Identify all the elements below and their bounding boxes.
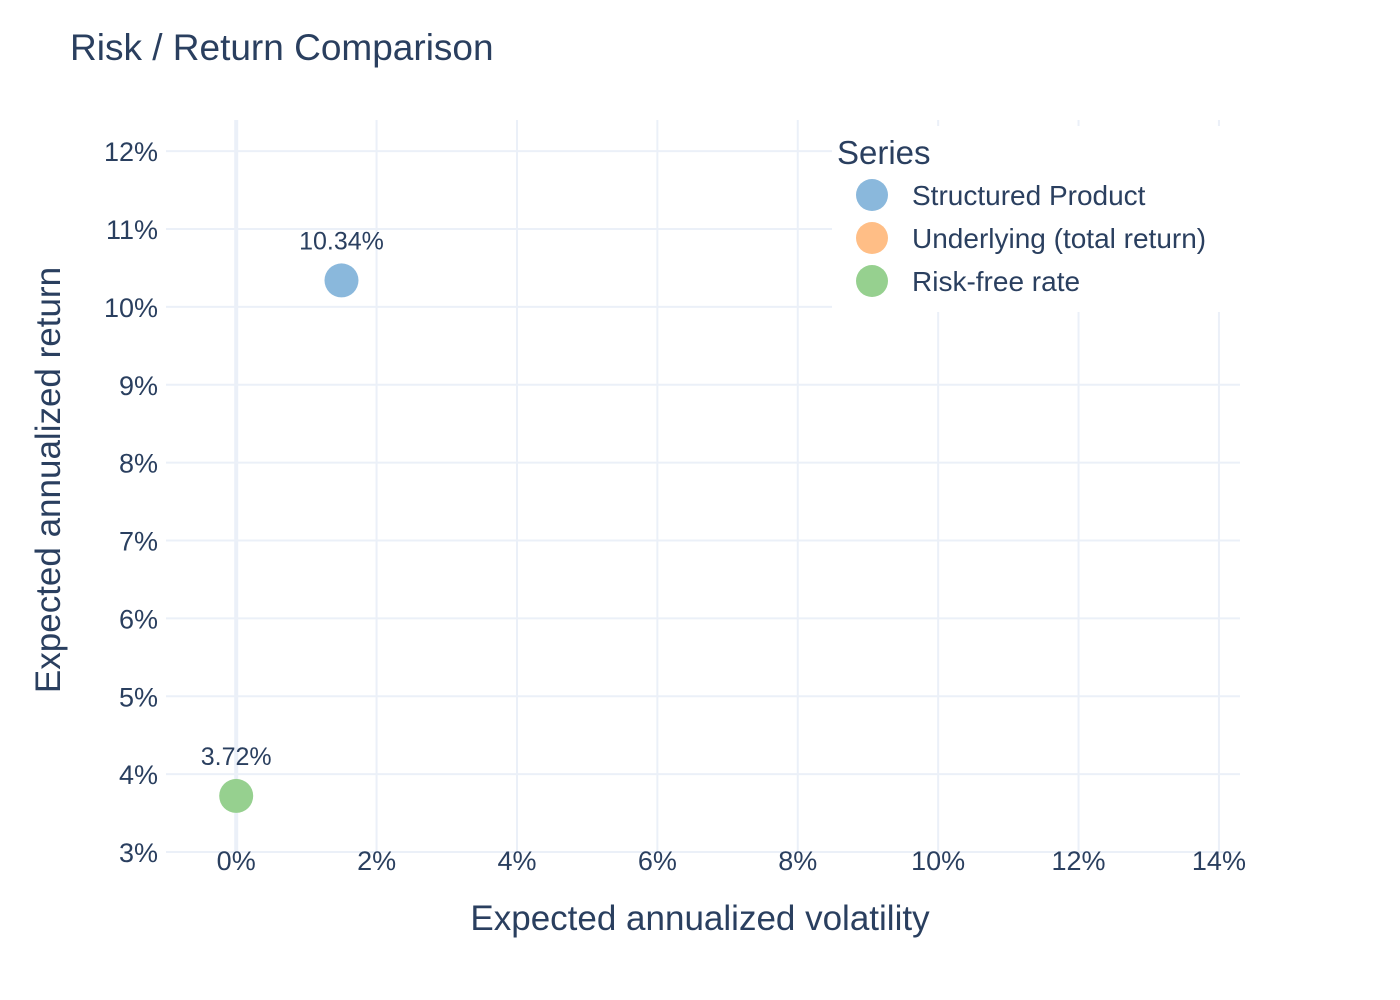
- legend: Series Structured Product Underlying (tota…: [837, 134, 1206, 297]
- legend-title: Series: [837, 134, 931, 171]
- y-tick-label: 10%: [104, 293, 158, 323]
- point-layer: 10.34% 3.72%: [201, 227, 384, 813]
- legend-label: Structured Product: [912, 180, 1146, 211]
- x-tick-label: 2%: [357, 846, 396, 876]
- data-point: [219, 778, 254, 813]
- legend-label: Risk-free rate: [912, 266, 1080, 297]
- data-point: [324, 263, 359, 298]
- x-tick-label: 4%: [497, 846, 536, 876]
- x-tick-label: 6%: [638, 846, 677, 876]
- tick-layer: 0% 2% 4% 6% 8% 10% 12% 14% 3% 4% 5% 6% 7% 8% 9% 10% 11% 1…: [104, 137, 1246, 876]
- y-tick-label: 9%: [119, 371, 158, 401]
- data-label: 3.72%: [201, 743, 272, 771]
- y-tick-label: 4%: [119, 760, 158, 790]
- x-tick-label: 12%: [1052, 846, 1106, 876]
- y-tick-label: 11%: [106, 215, 158, 245]
- x-tick-label: 10%: [911, 846, 965, 876]
- x-axis-title: Expected annualized volatility: [470, 899, 930, 938]
- data-label: 10.34%: [299, 227, 384, 255]
- x-tick-label: 0%: [217, 846, 256, 876]
- x-tick-label: 8%: [778, 846, 817, 876]
- y-tick-label: 8%: [119, 449, 158, 479]
- legend-marker: [856, 265, 888, 297]
- legend-background: [832, 126, 1252, 312]
- chart-title: Risk / Return Comparison: [70, 27, 494, 68]
- x-tick-label: 14%: [1192, 846, 1246, 876]
- y-tick-label: 12%: [104, 137, 158, 167]
- y-tick-label: 6%: [119, 604, 158, 634]
- y-tick-label: 3%: [119, 838, 158, 868]
- y-tick-label: 5%: [119, 682, 158, 712]
- legend-label: Underlying (total return): [912, 223, 1206, 254]
- y-axis-title: Expected annualized return: [29, 267, 68, 693]
- legend-marker: [856, 222, 888, 254]
- y-tick-label: 7%: [119, 527, 158, 557]
- legend-marker: [856, 179, 888, 211]
